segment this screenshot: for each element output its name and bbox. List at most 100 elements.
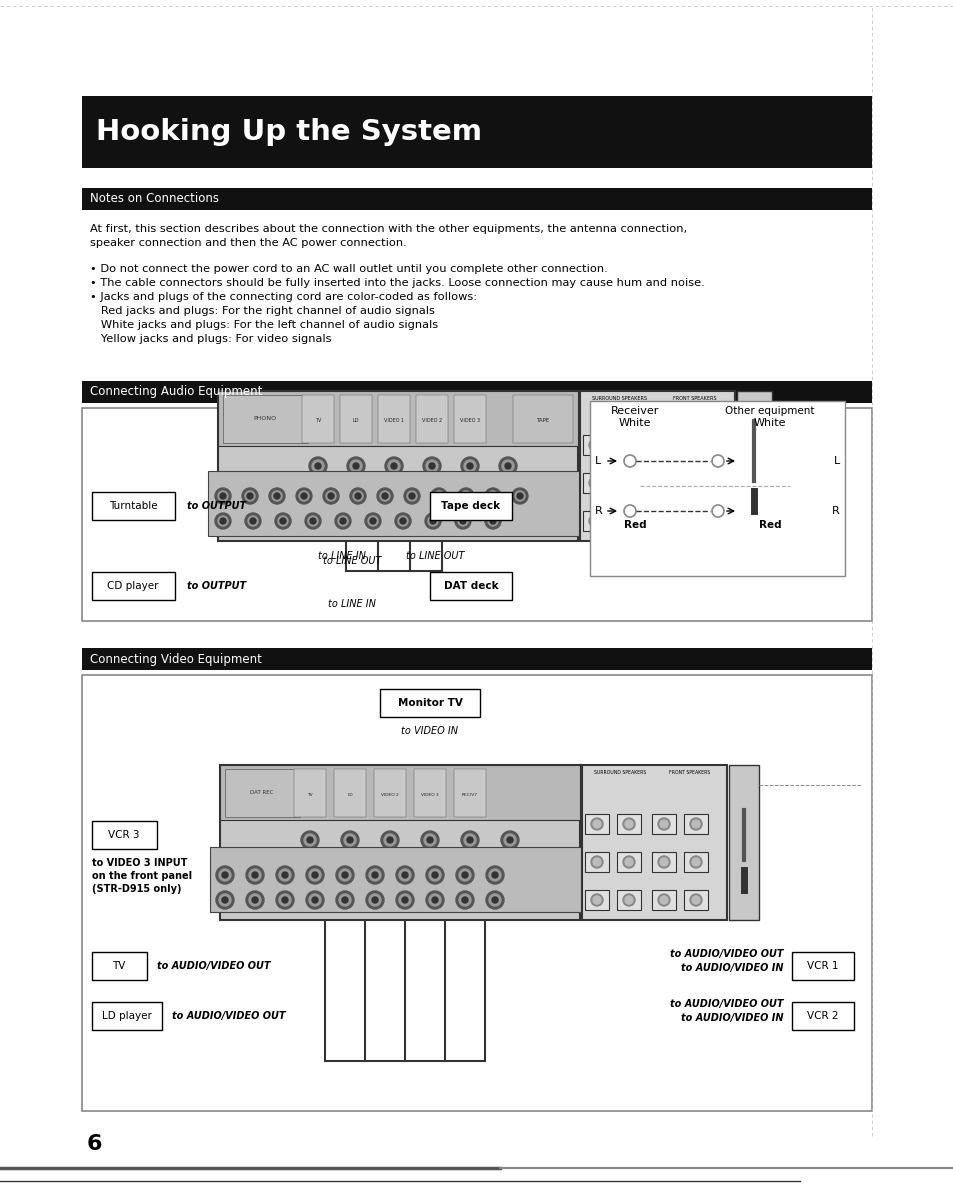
Circle shape xyxy=(622,517,630,525)
Circle shape xyxy=(593,896,600,904)
Circle shape xyxy=(620,439,633,451)
Bar xyxy=(581,765,726,920)
Circle shape xyxy=(304,834,315,846)
Circle shape xyxy=(380,831,398,849)
Bar xyxy=(737,391,771,541)
Bar xyxy=(430,492,512,520)
Circle shape xyxy=(353,492,363,501)
Circle shape xyxy=(692,480,700,487)
Text: Red jacks and plugs: For the right channel of audio signals: Red jacks and plugs: For the right chann… xyxy=(90,306,435,316)
Bar xyxy=(430,572,512,600)
Circle shape xyxy=(214,513,231,529)
Bar xyxy=(220,765,579,820)
Text: speaker connection and then the AC power connection.: speaker connection and then the AC power… xyxy=(90,238,406,248)
Circle shape xyxy=(457,488,474,504)
Bar xyxy=(294,769,326,817)
Text: L: L xyxy=(833,456,840,466)
Circle shape xyxy=(432,897,437,903)
Circle shape xyxy=(369,869,380,881)
Text: to OUTPUT: to OUTPUT xyxy=(187,501,246,511)
Circle shape xyxy=(219,869,231,881)
Bar xyxy=(615,472,639,493)
Bar xyxy=(513,395,573,443)
Circle shape xyxy=(347,837,353,843)
Text: to LINE OUT: to LINE OUT xyxy=(405,551,464,561)
Text: Receiver: Receiver xyxy=(610,405,659,416)
Circle shape xyxy=(340,831,358,849)
Circle shape xyxy=(395,866,414,884)
Circle shape xyxy=(409,493,415,499)
Circle shape xyxy=(242,488,257,504)
Circle shape xyxy=(692,441,700,448)
Text: VIDEO 2: VIDEO 2 xyxy=(381,793,398,797)
Circle shape xyxy=(622,818,635,830)
Circle shape xyxy=(593,820,600,828)
Circle shape xyxy=(432,872,437,878)
Circle shape xyxy=(398,869,411,881)
Circle shape xyxy=(274,513,291,529)
Circle shape xyxy=(305,513,320,529)
Bar xyxy=(414,769,446,817)
Text: Yellow jacks and plugs: For video signals: Yellow jacks and plugs: For video signal… xyxy=(90,334,331,344)
Circle shape xyxy=(312,897,317,903)
Circle shape xyxy=(353,463,358,469)
Circle shape xyxy=(306,866,324,884)
Circle shape xyxy=(501,460,514,472)
Circle shape xyxy=(456,866,474,884)
Bar xyxy=(223,395,308,443)
Circle shape xyxy=(593,858,600,866)
Circle shape xyxy=(590,441,598,448)
Circle shape xyxy=(369,893,380,907)
Text: • Do not connect the power cord to an AC wall outlet until you complete other co: • Do not connect the power cord to an AC… xyxy=(90,264,607,274)
Text: At first, this section describes about the connection with the other equipments,: At first, this section describes about t… xyxy=(90,224,686,234)
Circle shape xyxy=(620,477,633,489)
Circle shape xyxy=(312,872,317,878)
Circle shape xyxy=(306,891,324,909)
Circle shape xyxy=(622,480,630,487)
Circle shape xyxy=(309,457,327,475)
Bar xyxy=(374,769,406,817)
Bar xyxy=(218,391,578,446)
Circle shape xyxy=(588,477,600,489)
Circle shape xyxy=(426,866,443,884)
Circle shape xyxy=(503,834,516,846)
Circle shape xyxy=(622,441,630,448)
Bar xyxy=(334,769,366,817)
Circle shape xyxy=(372,897,377,903)
Circle shape xyxy=(407,492,416,501)
Circle shape xyxy=(492,872,497,878)
Text: R: R xyxy=(831,506,840,515)
Circle shape xyxy=(372,872,377,878)
Circle shape xyxy=(588,439,600,451)
Circle shape xyxy=(245,513,261,529)
Bar xyxy=(454,769,485,817)
Circle shape xyxy=(689,893,701,907)
Text: LD player: LD player xyxy=(102,1011,152,1021)
Bar xyxy=(82,382,871,403)
Text: VCR 3: VCR 3 xyxy=(108,830,139,840)
Circle shape xyxy=(376,488,393,504)
Circle shape xyxy=(430,518,436,524)
Circle shape xyxy=(280,518,286,524)
Text: Monitor TV: Monitor TV xyxy=(397,698,462,708)
Bar xyxy=(82,675,871,1111)
Circle shape xyxy=(368,515,377,526)
Bar xyxy=(584,852,608,872)
Circle shape xyxy=(252,872,257,878)
Circle shape xyxy=(692,517,700,525)
Bar xyxy=(683,814,707,834)
Text: Notes on Connections: Notes on Connections xyxy=(90,193,219,206)
Text: TAPE: TAPE xyxy=(536,419,549,423)
Circle shape xyxy=(489,893,500,907)
Circle shape xyxy=(461,897,468,903)
Circle shape xyxy=(460,457,478,475)
Circle shape xyxy=(337,515,348,526)
Circle shape xyxy=(338,893,351,907)
Circle shape xyxy=(309,893,320,907)
Bar xyxy=(582,511,606,531)
Circle shape xyxy=(463,460,476,472)
Circle shape xyxy=(659,515,670,527)
Text: FRONT SPEAKERS: FRONT SPEAKERS xyxy=(669,770,710,775)
Circle shape xyxy=(384,834,395,846)
Circle shape xyxy=(335,513,351,529)
